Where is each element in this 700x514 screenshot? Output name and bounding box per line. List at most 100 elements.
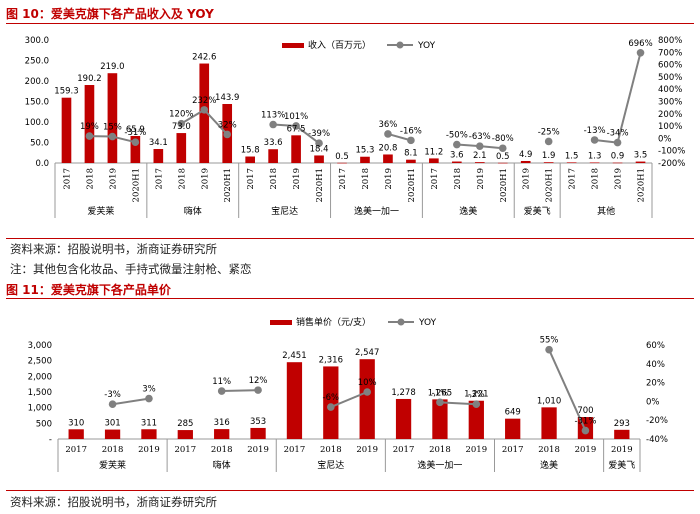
- yoy-point: [636, 48, 645, 57]
- right-axis-tick-label: 60%: [646, 341, 665, 351]
- bar-value-label: 1,010: [537, 396, 561, 406]
- yoy-point: [472, 400, 481, 409]
- bar: [395, 398, 412, 439]
- right-axis-tick-label: 100%: [658, 122, 682, 132]
- yoy-line-segment: [548, 349, 587, 431]
- yoy-point: [475, 142, 484, 150]
- bar: [359, 359, 375, 439]
- group-label: 爱芙莱: [99, 459, 126, 471]
- bar-value-label: 15.8: [241, 146, 260, 156]
- yoy-value-label: -31%: [124, 128, 146, 138]
- bar: [452, 161, 462, 163]
- bar-value-label: 2,451: [282, 351, 306, 361]
- left-axis-tick-label: 300.0: [25, 36, 49, 46]
- bar-value-label: 1,278: [391, 388, 415, 398]
- yoy-value-label: -3%: [104, 390, 121, 400]
- x-tick-label: 2018: [429, 445, 451, 455]
- bar-value-label: 1,221: [464, 390, 488, 400]
- bar: [177, 430, 193, 439]
- yoy-line-segment: [112, 135, 136, 144]
- yoy-point: [108, 400, 117, 409]
- yoy-point: [292, 122, 300, 130]
- yoy-line-segment: [273, 123, 297, 127]
- bar-value-label: 0.9: [611, 152, 625, 162]
- yoy-point: [498, 144, 507, 153]
- bar-value-label: 649: [505, 408, 521, 418]
- yoy-point: [145, 394, 153, 403]
- yoy-point: [200, 106, 209, 114]
- bar-value-label: 1.5: [565, 151, 579, 161]
- yoy-value-label: 11%: [212, 377, 231, 387]
- right-axis-tick-label: 300%: [658, 98, 682, 108]
- bar-value-label: 159.3: [54, 87, 78, 97]
- unit-price-yoy-chart: 销售单价（元/支） YOY - 500 1,000 1,500 2,000 2,500 3,00…: [28, 316, 668, 472]
- bar: [245, 156, 255, 163]
- bar: [153, 149, 164, 163]
- yoy-point: [384, 130, 392, 138]
- group-label: 逸美: [459, 205, 477, 217]
- yoy-value-label: -50%: [446, 131, 468, 141]
- yoy-value-label: -34%: [607, 129, 629, 139]
- bar-value-label: 1.9: [542, 151, 556, 161]
- yoy-point: [108, 132, 117, 141]
- bar-value-label: 34.1: [149, 138, 168, 148]
- right-axis-tick-label: -40%: [646, 435, 668, 445]
- bar-value-label: 190.2: [77, 74, 101, 84]
- x-tick-label: 2017: [154, 168, 164, 190]
- yoy-value-label: 55%: [540, 336, 559, 346]
- left-axis-tick-label: 2,000: [28, 372, 52, 382]
- bar: [635, 161, 646, 163]
- group-label: 逸美: [540, 459, 558, 471]
- group-label: 爱芙莱: [87, 205, 114, 217]
- yoy-line-segment: [221, 389, 259, 393]
- left-axis-tick-label: 1,000: [28, 404, 52, 414]
- bar: [104, 429, 121, 439]
- x-tick-label: 2017: [502, 445, 524, 455]
- legend-bar-swatch: [282, 43, 304, 48]
- yoy-value-label: 32%: [218, 120, 237, 130]
- bar: [84, 85, 95, 163]
- x-tick-label: 2018: [361, 168, 371, 190]
- right-axis-tick-label: 800%: [658, 36, 682, 46]
- bar: [107, 73, 118, 163]
- x-tick-label: 2019: [575, 445, 597, 455]
- yoy-line-segment: [295, 125, 320, 144]
- yoy-point: [544, 137, 553, 146]
- left-axis-tick-label: 2,500: [28, 357, 52, 367]
- yoy-line-segment: [439, 401, 477, 406]
- bar-value-label: 285: [177, 419, 193, 429]
- bar: [505, 418, 521, 439]
- x-tick-label: 2020H1: [637, 168, 647, 202]
- bar-value-label: 18.4: [310, 144, 329, 154]
- yoy-point: [269, 120, 277, 129]
- yoy-value-label: -13%: [584, 126, 606, 136]
- x-tick-label: 2020H1: [131, 168, 141, 202]
- right-axis-tick-label: 700%: [658, 48, 682, 58]
- bar: [614, 429, 630, 439]
- x-tick-label: 2017: [174, 445, 196, 455]
- bar-value-label: 311: [141, 418, 157, 428]
- yoy-point: [436, 398, 444, 407]
- x-tick-label: 2017: [62, 168, 72, 190]
- bar: [130, 135, 141, 163]
- x-tick-label: 2020H1: [545, 168, 555, 202]
- yoy-value-label: 696%: [628, 39, 652, 49]
- bar: [474, 162, 485, 163]
- yoy-value-label: -1%: [432, 388, 449, 398]
- bar: [176, 133, 187, 163]
- yoy-value-label: 12%: [249, 376, 268, 386]
- bar-value-label: 219.0: [100, 62, 124, 72]
- yoy-value-label: -39%: [308, 129, 330, 139]
- bar-value-label: 143.9: [215, 93, 239, 103]
- right-axis-tick-label: 200%: [658, 110, 682, 120]
- left-axis-tick-label: -: [49, 435, 52, 445]
- bar-value-label: 353: [250, 417, 266, 427]
- title-rule: [6, 298, 694, 299]
- x-tick-label: 2018: [177, 168, 187, 190]
- bar-value-label: 4.9: [519, 150, 533, 160]
- figure-11-source: 资料来源：招股说明书，浙商证券研究所: [10, 495, 217, 509]
- bar: [250, 427, 266, 439]
- x-tick-label: 2017: [246, 168, 256, 190]
- x-tick-label: 2018: [269, 168, 279, 190]
- x-tick-label: 2020H1: [223, 168, 233, 202]
